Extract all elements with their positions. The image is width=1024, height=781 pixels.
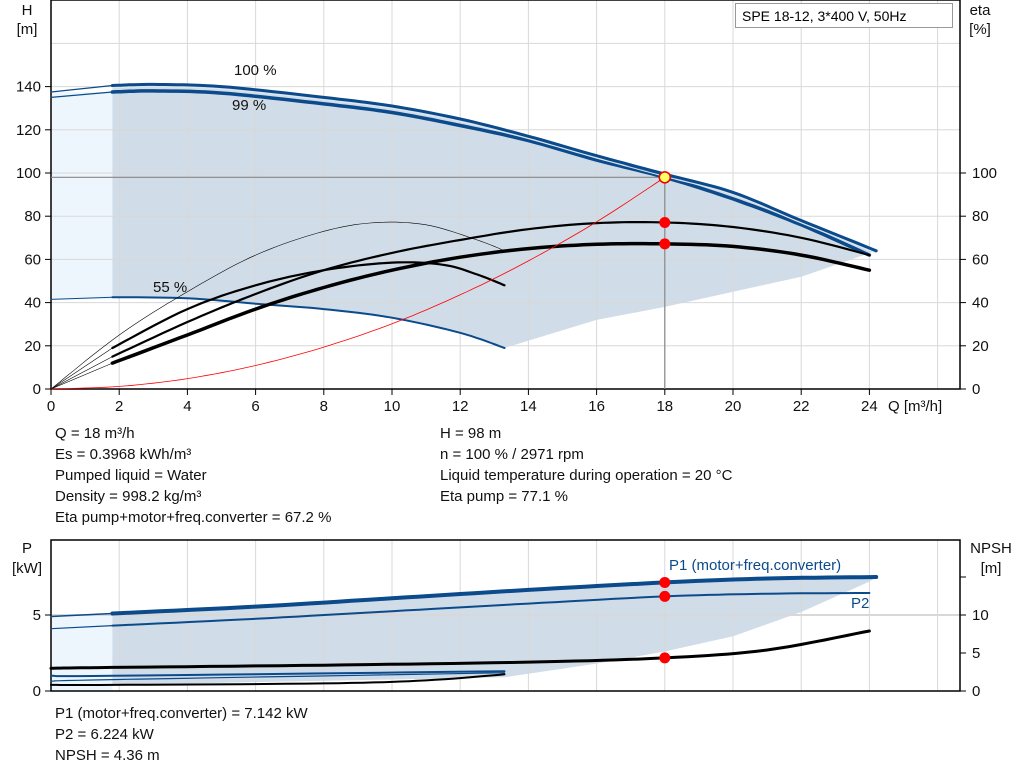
curve-p1 — [110, 575, 879, 616]
x-tick-label: 22 — [793, 398, 810, 415]
curve-eta-ideal — [50, 221, 505, 390]
x-axis-label: Q [m³/h] — [888, 398, 942, 415]
label-55-percent: 55 % — [153, 279, 187, 296]
y-tick-label-right: 0 — [972, 683, 980, 700]
x-tick-label: 8 — [320, 398, 328, 415]
y-axis-label-right: NPSH — [970, 540, 1012, 557]
y-tick-label-left: 0 — [33, 683, 41, 700]
info-liquid: Pumped liquid = Water — [55, 467, 207, 484]
y-axis-label-left: P — [22, 540, 32, 557]
legend-p1: P1 (motor+freq.converter) — [669, 557, 841, 574]
y-tick-label-left: 80 — [24, 208, 41, 225]
x-tick-label: 6 — [251, 398, 259, 415]
curve-p2-ext — [50, 625, 113, 630]
y-tick-label-right: 60 — [972, 251, 989, 268]
x-tick-label: 20 — [725, 398, 742, 415]
info-npsh: NPSH = 4.36 m — [55, 747, 160, 764]
curve-h-100-ext — [50, 84, 113, 93]
y-tick-label-right: 20 — [972, 338, 989, 355]
curve-p-55-a — [50, 670, 506, 678]
power-point-marker — [659, 652, 671, 664]
shade-extrapolated — [51, 92, 113, 300]
info-energy: Es = 0.3968 kWh/m³ — [55, 446, 192, 463]
curve-eta-total — [110, 241, 872, 365]
plot-frame-top — [50, 0, 961, 390]
x-tick-label: 0 — [47, 398, 55, 415]
eta-point-marker — [659, 216, 671, 228]
x-tick-label: 2 — [115, 398, 123, 415]
curve-p2 — [111, 592, 871, 627]
y-axis-unit-right: [m] — [981, 560, 1002, 577]
y-tick-label-right: 80 — [972, 208, 989, 225]
duty-point-marker — [658, 171, 672, 184]
y-axis-unit-left: [m] — [17, 21, 38, 38]
curve-h-99- — [110, 89, 872, 257]
info-density: Density = 998.2 kg/m³ — [55, 488, 202, 505]
x-tick-label: 16 — [588, 398, 605, 415]
y-axis-unit-left: [kW] — [12, 560, 42, 577]
pump-title-box: SPE 18-12, 3*400 V, 50Hz — [735, 3, 953, 28]
x-tick-label: 18 — [656, 398, 673, 415]
x-tick-label: 10 — [384, 398, 401, 415]
curve-h-55-ext — [50, 296, 113, 300]
curve-p1-ext — [50, 612, 114, 618]
curve-p-55-b — [50, 672, 506, 682]
curve-npsh — [49, 629, 871, 670]
legend-p2: P2 — [851, 595, 869, 612]
y-tick-label-left: 140 — [16, 79, 41, 96]
info-temperature: Liquid temperature during operation = 20… — [440, 467, 733, 484]
y-tick-label-left: 5 — [33, 607, 41, 624]
y-axis-label-right: eta — [970, 2, 992, 19]
info-speed: n = 100 % / 2971 rpm — [440, 446, 584, 463]
y-tick-label-right: 40 — [972, 295, 989, 312]
y-axis-unit-right: [%] — [969, 21, 991, 38]
info-flow: Q = 18 m³/h — [55, 425, 135, 442]
y-tick-label-left: 0 — [33, 381, 41, 398]
x-tick-label: 4 — [183, 398, 191, 415]
label-100-percent: 100 % — [234, 62, 277, 79]
curve-h-100- — [110, 82, 878, 253]
x-tick-label: 14 — [520, 398, 537, 415]
info-bottom: P1 (motor+freq.converter) = 7.142 kW P2 … — [55, 703, 308, 766]
eta-point-marker — [659, 238, 671, 250]
curve-eta-ext-a — [50, 347, 113, 390]
info-p1: P1 (motor+freq.converter) = 7.142 kW — [55, 705, 308, 722]
curve-h-highlight — [112, 86, 877, 254]
x-tick-label: 24 — [861, 398, 878, 415]
curve-eta-ext-b — [50, 356, 113, 390]
label-99-percent: 99 % — [232, 97, 266, 114]
info-head: H = 98 m — [440, 425, 502, 442]
y-tick-label-right: 10 — [972, 607, 989, 624]
curve-system-curve — [50, 176, 666, 390]
info-left: Q = 18 m³/h Es = 0.3968 kWh/m³ Pumped li… — [55, 423, 331, 528]
curve-h-55- — [111, 296, 506, 349]
y-tick-label-left: 100 — [16, 165, 41, 182]
curve-npsh-55- — [50, 673, 506, 686]
y-tick-label-left: 40 — [24, 295, 41, 312]
power-point-marker — [659, 590, 671, 602]
info-eta-total: Eta pump+motor+freq.converter = 67.2 % — [55, 509, 332, 526]
y-tick-label-right: 0 — [972, 381, 980, 398]
curve-eta-pump — [111, 221, 871, 358]
curve-eta-55- — [111, 261, 506, 350]
info-p2: P2 = 6.224 kW — [55, 726, 154, 743]
y-axis-label-left: H — [22, 2, 33, 19]
curve-eta-ext-c — [50, 362, 113, 390]
y-tick-label-left: 60 — [24, 251, 41, 268]
curve-h-99-ext — [50, 91, 113, 98]
y-tick-label-right: 100 — [972, 165, 997, 182]
power-point-marker — [659, 576, 671, 588]
y-tick-label-left: 20 — [24, 338, 41, 355]
y-tick-label-right: 5 — [972, 645, 980, 662]
x-tick-label: 12 — [452, 398, 469, 415]
y-tick-label-left: 120 — [16, 122, 41, 139]
info-eta-pump: Eta pump = 77.1 % — [440, 488, 568, 505]
info-right: H = 98 m n = 100 % / 2971 rpm Liquid tem… — [440, 423, 732, 507]
